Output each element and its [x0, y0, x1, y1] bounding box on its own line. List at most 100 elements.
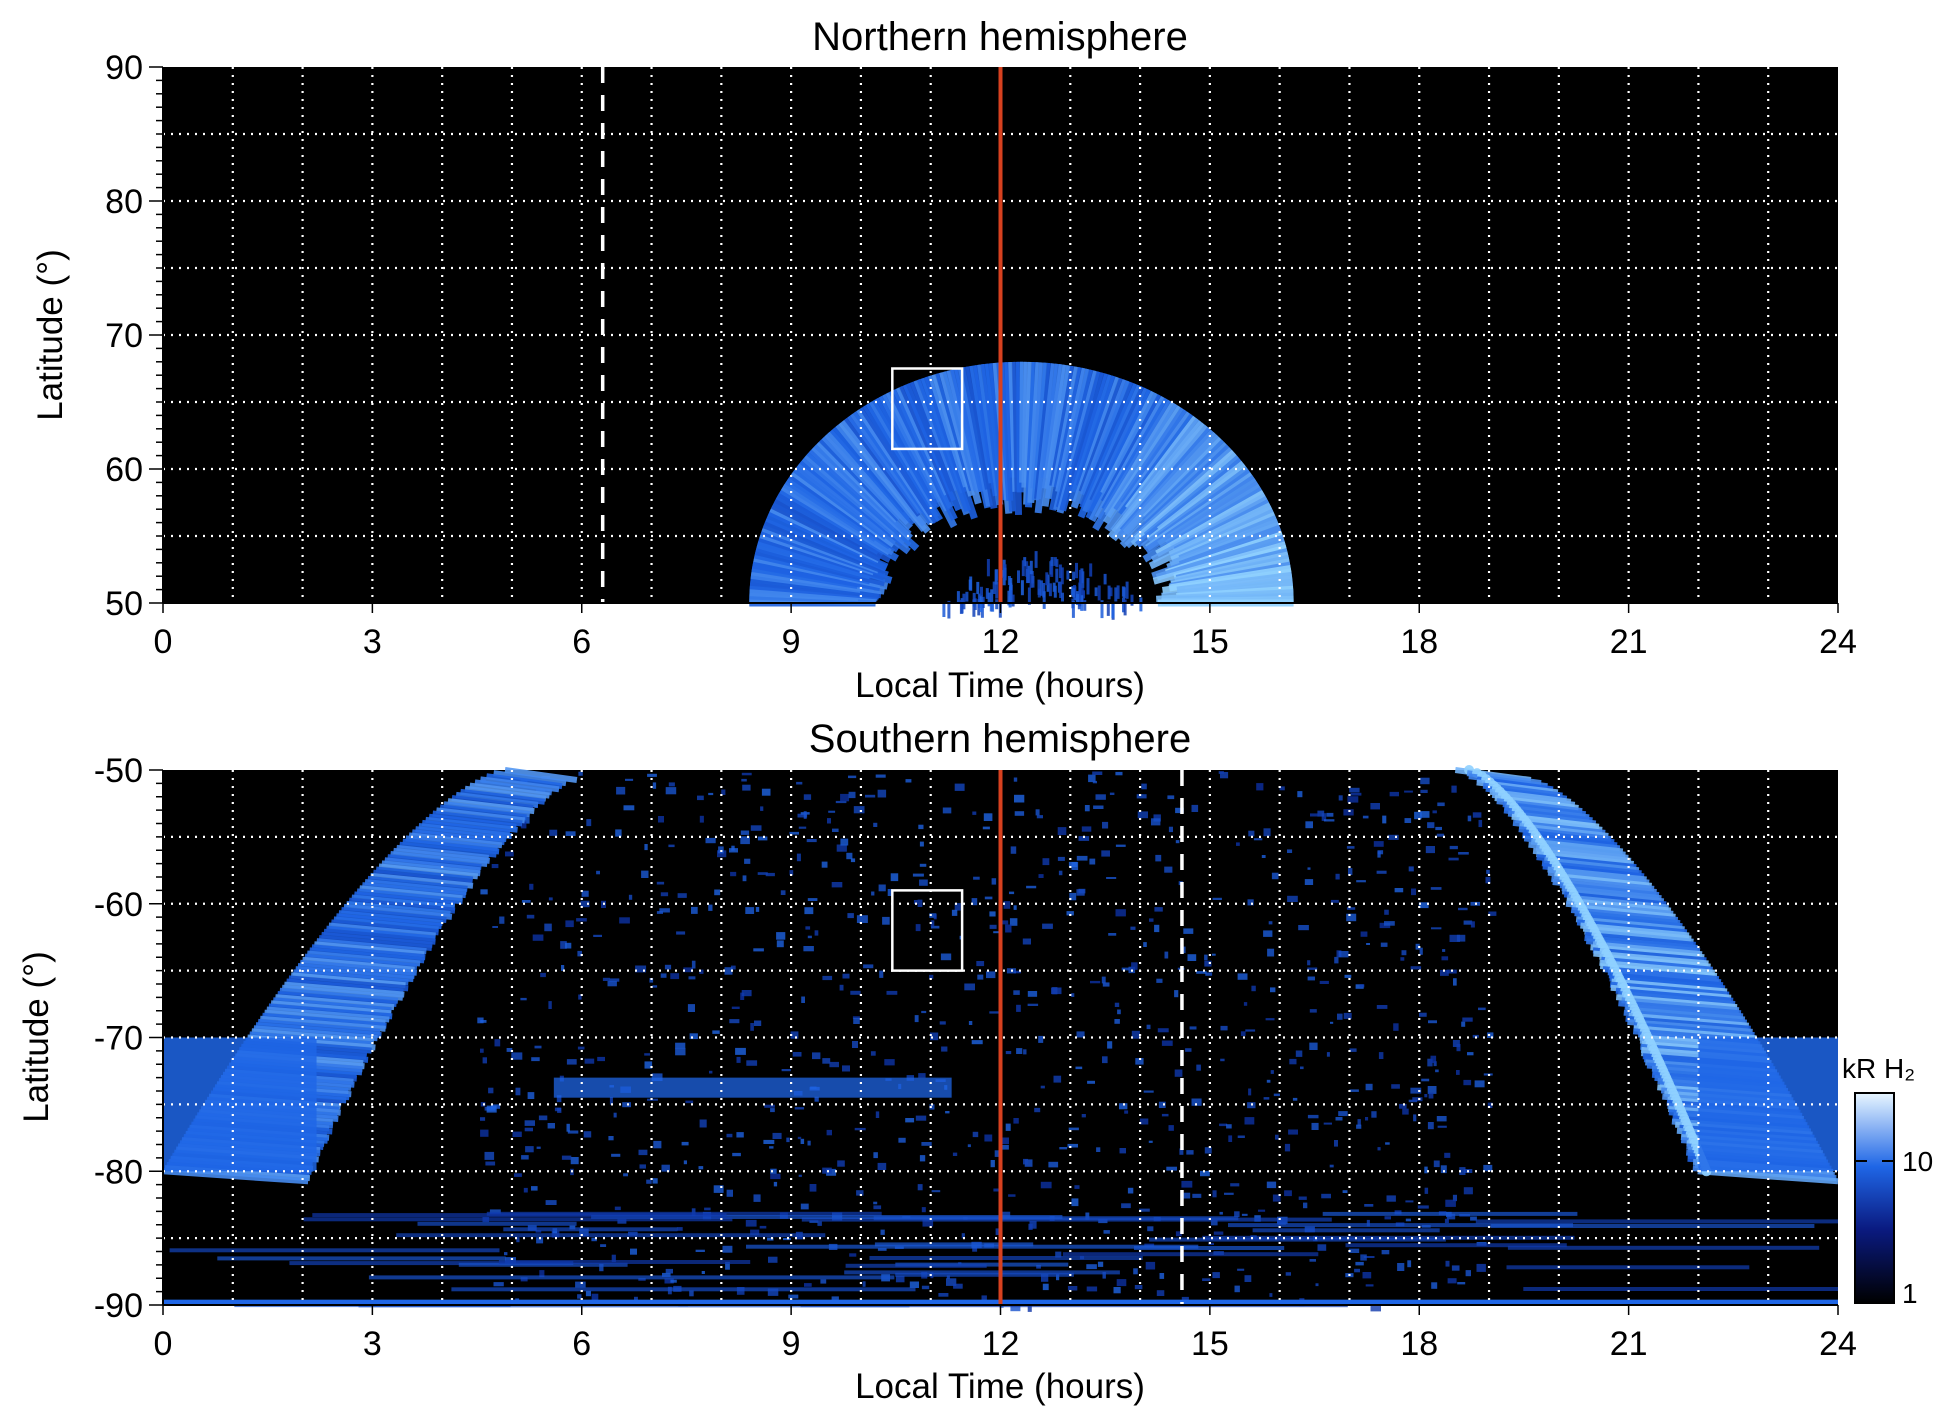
emission-speckle	[806, 839, 817, 843]
emission-speckle	[809, 1220, 819, 1223]
emission-speckle	[986, 971, 996, 979]
emission-speckle	[961, 1233, 965, 1239]
dawn-arc-strip	[162, 1168, 309, 1185]
emission-speckle	[1086, 1264, 1097, 1270]
emission-speckle	[768, 1256, 778, 1263]
emission-speckle	[1029, 1221, 1037, 1229]
dawn-arc-strip	[309, 947, 425, 964]
emission-speckle	[514, 1173, 522, 1177]
emission-speckle	[1053, 1075, 1062, 1083]
emission-speckle	[984, 1134, 993, 1142]
emission-speckle	[840, 838, 849, 846]
emission-speckle	[1078, 888, 1086, 894]
emission-speckle	[714, 889, 721, 896]
emission-speckle	[918, 824, 924, 830]
emission-speckle	[746, 1060, 758, 1066]
emission-speckle	[1307, 1114, 1319, 1119]
polar-band	[458, 1262, 628, 1267]
emission-speckle	[1397, 1263, 1405, 1271]
emission-speckle	[607, 980, 617, 987]
emission-speckle	[608, 1136, 614, 1141]
emission-speckle	[1272, 1194, 1281, 1202]
polar-band	[1475, 1219, 1838, 1224]
emission-speckle	[1456, 934, 1466, 942]
polar-band	[1322, 1211, 1578, 1216]
emission-speckle	[1404, 790, 1413, 793]
dawn-arc-strip	[393, 847, 491, 864]
emission-speckle	[831, 1296, 839, 1303]
emission-speckle	[532, 934, 544, 941]
emission-speckle	[1418, 902, 1429, 909]
dawn-arc-strip	[343, 903, 453, 920]
emission-speckle	[803, 811, 807, 819]
emission-speckle	[847, 913, 854, 919]
emission-speckle	[767, 1237, 774, 1241]
emission-speckle	[577, 1046, 585, 1050]
emission-speckle	[689, 1290, 694, 1297]
emission-speckle	[1102, 1056, 1108, 1064]
emission-speckle	[1430, 887, 1442, 890]
emission-speckle	[769, 1146, 774, 1149]
emission-speckle	[877, 1162, 887, 1170]
emission-speckle	[919, 841, 924, 847]
dawn-arc-strip	[469, 782, 550, 799]
emission-speckle	[1003, 901, 1011, 909]
emission-speckle	[789, 831, 799, 835]
dawn-arc-strip	[259, 1015, 386, 1032]
emission-speckle	[1287, 895, 1298, 902]
emission-speckle	[941, 1046, 948, 1052]
emission-speckle	[971, 898, 978, 906]
emission-speckle	[1478, 819, 1483, 828]
emission-speckle	[1321, 1193, 1331, 1199]
emission-speckle	[1102, 982, 1110, 987]
emission-speckle	[862, 1281, 866, 1287]
emission-speckle	[701, 1271, 705, 1274]
emission-speckle	[1370, 1304, 1381, 1312]
emission-speckle	[1127, 1187, 1134, 1194]
emission-speckle	[625, 778, 634, 781]
emission-speckle	[1317, 810, 1325, 817]
emission-speckle	[741, 778, 747, 782]
emission-speckle	[1224, 1192, 1234, 1195]
emission-speckle	[1458, 907, 1468, 911]
x-tick-label: 24	[1819, 1325, 1857, 1363]
emission-speckle	[1388, 834, 1399, 840]
emission-speckle	[1377, 851, 1381, 858]
emission-speckle	[1067, 1143, 1078, 1148]
emission-speckle	[1036, 1264, 1041, 1269]
emission-speckle	[1154, 907, 1163, 912]
emission-speckle	[1161, 1040, 1173, 1046]
emission-speckle	[646, 1179, 652, 1184]
emission-speckle	[800, 1138, 805, 1144]
emission-speckle	[1101, 976, 1106, 984]
emission-speckle	[708, 792, 714, 796]
emission-speckle	[946, 1275, 950, 1279]
dusk-arc-strip	[1628, 1012, 1750, 1029]
emission-speckle	[1487, 1102, 1493, 1108]
emission-speckle	[705, 837, 716, 844]
emission-speckle	[742, 784, 751, 791]
emission-speckle	[708, 904, 713, 911]
emission-speckle	[712, 1030, 720, 1034]
emission-speckle	[585, 1290, 591, 1297]
emission-speckle	[1157, 1028, 1169, 1033]
emission-speckle	[1356, 1124, 1362, 1129]
emission-speckle	[1346, 907, 1356, 910]
emission-speckle	[939, 1021, 946, 1025]
emission-speckle	[1461, 1021, 1466, 1027]
emission-speckle	[1485, 876, 1491, 884]
emission-speckle	[945, 1111, 950, 1114]
emission-speckle	[1071, 1198, 1079, 1207]
emission-speckle	[1005, 1123, 1011, 1131]
emission-speckle	[1376, 870, 1387, 874]
emission-speckle	[1096, 1147, 1101, 1152]
emission-speckle	[915, 924, 921, 932]
emission-speckle	[566, 1123, 570, 1132]
emission-speckle	[1440, 1165, 1447, 1174]
emission-speckle	[887, 889, 893, 896]
dawn-arc-strip	[418, 823, 513, 839]
emission-speckle	[1334, 956, 1339, 964]
emission-speckle	[512, 1131, 522, 1137]
emission-speckle	[653, 1140, 662, 1149]
emission-speckle	[1027, 1003, 1039, 1006]
